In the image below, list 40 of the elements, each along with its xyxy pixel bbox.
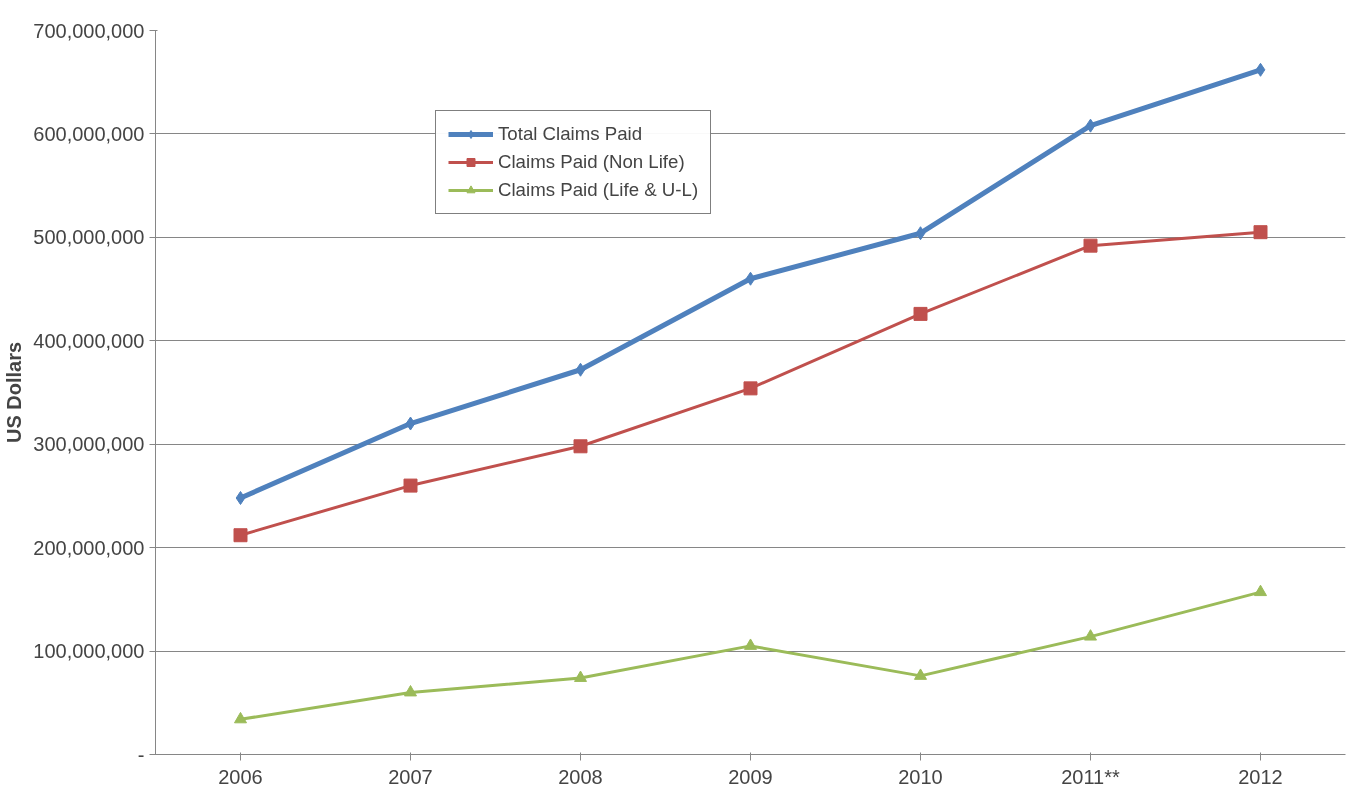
point <box>1254 584 1267 597</box>
x-tick-label: 2012 <box>1238 765 1283 788</box>
y-tick-label: - <box>137 743 145 766</box>
y-tick-label: 500,000,000 <box>33 226 145 249</box>
point <box>1085 118 1096 133</box>
x-tick-label: 2007 <box>388 765 433 788</box>
point <box>233 528 248 543</box>
y-tick-label: 300,000,000 <box>33 433 145 456</box>
point <box>913 306 928 321</box>
x-tick-label: 2006 <box>218 765 263 788</box>
point <box>403 478 418 493</box>
point <box>405 416 416 431</box>
point <box>743 381 758 396</box>
point <box>914 668 927 680</box>
y-axis-title: US Dollars <box>3 341 26 444</box>
y-tick-label: 700,000,000 <box>33 19 145 42</box>
y-tick-label: 200,000,000 <box>33 536 145 559</box>
legend-label: Claims Paid (Non Life) <box>498 151 685 173</box>
point <box>744 638 757 650</box>
point <box>234 711 247 724</box>
point <box>575 362 586 377</box>
point <box>404 685 417 697</box>
point <box>1253 225 1268 240</box>
legend-label: Total Claims Paid <box>498 123 643 145</box>
point <box>574 670 587 682</box>
y-tick-label: 100,000,000 <box>33 640 145 663</box>
point <box>1083 238 1098 253</box>
point <box>1255 62 1266 77</box>
y-tick-label: 400,000,000 <box>33 329 145 352</box>
legend-label: Claims Paid (Life & U-L) <box>498 179 699 201</box>
point <box>573 439 588 454</box>
y-tick-label: 600,000,000 <box>33 122 145 145</box>
point <box>745 271 756 286</box>
x-tick-label: 2011** <box>1061 765 1120 788</box>
x-tick-label: 2009 <box>728 765 773 788</box>
point <box>235 491 246 505</box>
x-tick-label: 2010 <box>898 765 943 788</box>
point <box>915 226 926 241</box>
point <box>1084 629 1097 641</box>
x-tick-label: 2008 <box>558 765 603 788</box>
